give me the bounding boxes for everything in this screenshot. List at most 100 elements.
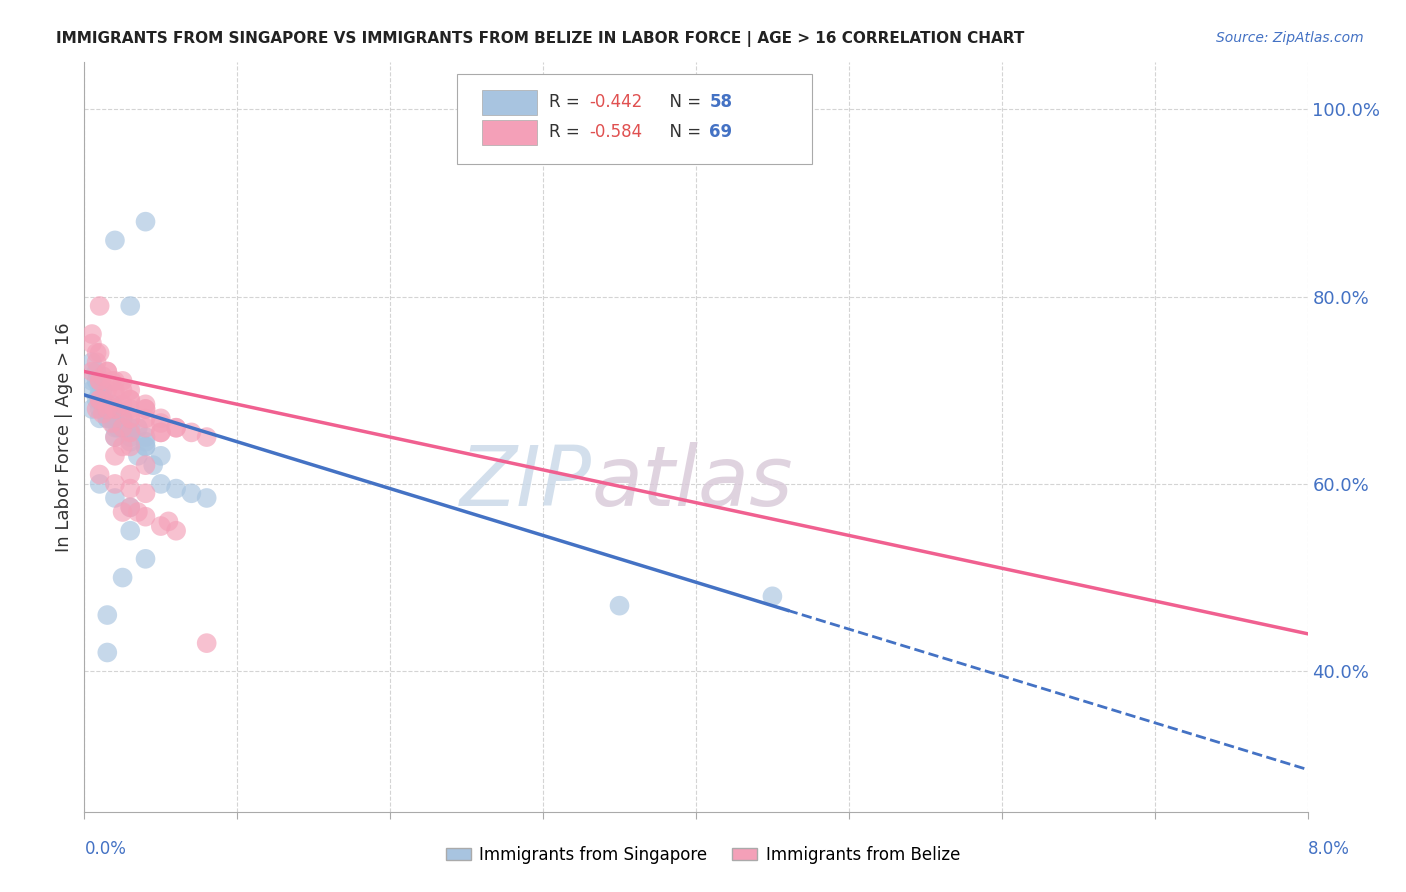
Point xyxy=(89,411,111,425)
Point xyxy=(89,392,111,407)
Point xyxy=(111,421,134,435)
Point xyxy=(120,482,142,496)
Point xyxy=(111,411,134,425)
Point xyxy=(91,407,114,421)
Point xyxy=(165,421,187,435)
Legend: Immigrants from Singapore, Immigrants from Belize: Immigrants from Singapore, Immigrants fr… xyxy=(439,839,967,871)
Point xyxy=(135,486,157,500)
Point xyxy=(111,421,134,435)
Point xyxy=(165,482,187,496)
Point xyxy=(135,440,157,453)
Point xyxy=(89,299,111,313)
FancyBboxPatch shape xyxy=(482,120,537,145)
Point xyxy=(149,411,172,425)
Text: -0.442: -0.442 xyxy=(589,93,643,112)
Point xyxy=(80,374,103,388)
Point xyxy=(104,233,127,247)
Point xyxy=(120,430,142,444)
Point xyxy=(89,476,111,491)
Point xyxy=(761,590,783,604)
Point xyxy=(101,416,124,430)
Y-axis label: In Labor Force | Age > 16: In Labor Force | Age > 16 xyxy=(55,322,73,552)
Point xyxy=(101,397,124,411)
Point xyxy=(111,384,134,398)
Text: 69: 69 xyxy=(710,123,733,141)
Point xyxy=(120,411,142,425)
Point xyxy=(120,434,142,449)
Point xyxy=(120,384,142,398)
Point xyxy=(127,505,149,519)
FancyBboxPatch shape xyxy=(457,74,813,163)
Point xyxy=(86,355,108,369)
Point xyxy=(120,411,142,425)
Point xyxy=(104,476,127,491)
Point xyxy=(91,369,114,384)
Point xyxy=(89,388,111,402)
Point xyxy=(149,476,172,491)
Point xyxy=(89,346,111,360)
Text: ZIP: ZIP xyxy=(460,442,592,523)
Point xyxy=(127,449,149,463)
Point xyxy=(86,392,108,407)
Text: 58: 58 xyxy=(710,93,733,112)
Point xyxy=(111,397,134,411)
Point xyxy=(120,421,142,435)
Text: Source: ZipAtlas.com: Source: ZipAtlas.com xyxy=(1216,31,1364,45)
Point xyxy=(96,365,118,379)
Point xyxy=(96,407,118,421)
Point xyxy=(89,374,111,388)
Point xyxy=(120,500,142,515)
Point xyxy=(135,397,157,411)
Point xyxy=(104,430,127,444)
Point xyxy=(120,425,142,440)
Point xyxy=(111,571,134,585)
Point xyxy=(120,392,142,407)
Point xyxy=(101,401,124,416)
Point xyxy=(96,365,118,379)
Point xyxy=(80,336,103,351)
Point xyxy=(104,374,127,388)
Point xyxy=(157,514,180,528)
Point xyxy=(101,411,124,425)
Point xyxy=(104,421,127,435)
Point xyxy=(86,374,108,388)
Point xyxy=(96,384,118,398)
Point xyxy=(120,392,142,407)
Text: R =: R = xyxy=(550,123,585,141)
Point xyxy=(96,411,118,425)
Point xyxy=(135,401,157,416)
Point xyxy=(135,215,157,229)
Point xyxy=(104,411,127,425)
Point xyxy=(165,421,187,435)
Point xyxy=(89,401,111,416)
Point xyxy=(80,401,103,416)
Point xyxy=(135,430,157,444)
Point xyxy=(195,636,218,650)
Point xyxy=(135,509,157,524)
Point xyxy=(96,608,118,623)
Point xyxy=(120,425,142,440)
Point xyxy=(96,646,118,660)
Point xyxy=(111,505,134,519)
Point xyxy=(111,374,134,388)
Point xyxy=(104,491,127,505)
Point xyxy=(89,392,111,407)
Point xyxy=(135,421,157,435)
Point xyxy=(135,440,157,453)
Point xyxy=(80,365,103,379)
Text: 0.0%: 0.0% xyxy=(84,840,127,858)
Point xyxy=(80,384,103,398)
Point xyxy=(111,440,134,453)
Point xyxy=(149,416,172,430)
Point xyxy=(135,458,157,473)
Point xyxy=(96,401,118,416)
Point xyxy=(80,326,103,341)
Point xyxy=(89,467,111,482)
Point xyxy=(104,449,127,463)
Point xyxy=(111,421,134,435)
Point xyxy=(107,421,129,435)
Point xyxy=(127,421,149,435)
Point xyxy=(104,401,127,416)
Point xyxy=(180,425,202,440)
Point xyxy=(195,430,218,444)
